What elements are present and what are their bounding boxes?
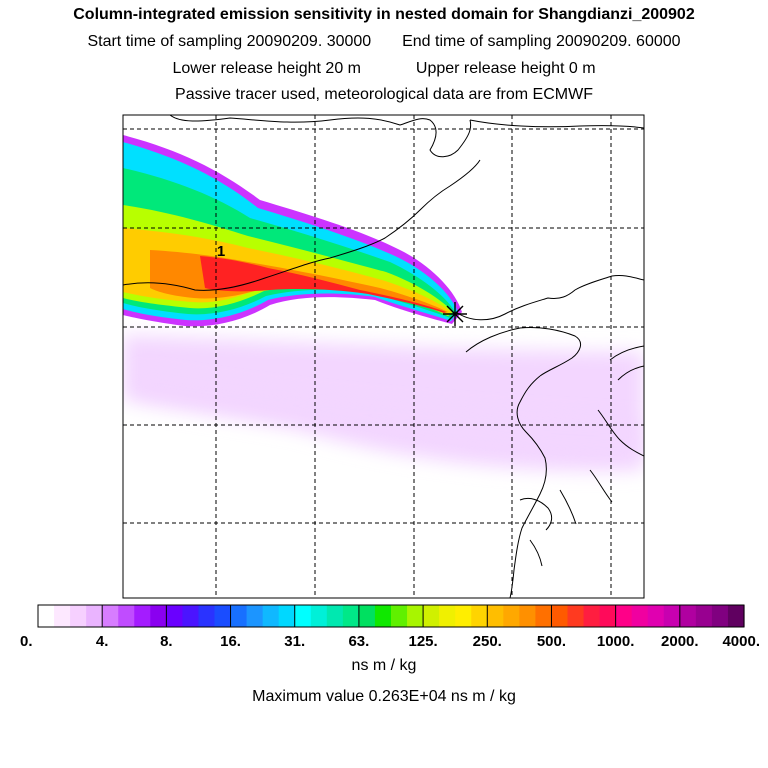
colorbar-cell <box>567 605 585 627</box>
colorbar-cell <box>455 605 472 627</box>
colorbar-cell <box>102 605 119 627</box>
colorbar-tick-label: 1000. <box>597 633 635 650</box>
colorbar-cell <box>663 605 681 627</box>
receptor-star-icon <box>443 302 467 326</box>
maximum-value-label: Maximum value 0.263E+04 ns m / kg <box>252 688 516 705</box>
colorbar-cell <box>198 605 216 627</box>
colorbar-cell <box>214 605 232 627</box>
colorbar: 0. 4. 8. 16. 31. 63. 125. 250. 500. 1000. 2000. 400… <box>20 604 760 650</box>
start-time-label: Start time of sampling 20090209. 30000 <box>87 33 372 50</box>
coast-east-islands <box>559 345 644 525</box>
colorbar-tick-label: 500. <box>537 633 566 650</box>
colorbar-tick-label: 0. <box>20 633 33 650</box>
colorbar-cell <box>391 605 408 627</box>
colorbar-cell <box>471 605 488 627</box>
colorbar-cell <box>150 605 167 627</box>
colorbar-tick-label: 2000. <box>661 633 699 650</box>
colorbar-unit-label: ns m / kg <box>351 657 417 674</box>
plume-marker-label: 1 <box>217 243 225 260</box>
colorbar-cell <box>407 605 424 627</box>
colorbar-cell <box>278 605 296 627</box>
colorbar-cell <box>583 605 601 627</box>
colorbar-cells <box>38 605 745 627</box>
colorbar-cell <box>711 605 729 627</box>
colorbar-cell <box>166 605 184 627</box>
coast-korea <box>455 275 644 321</box>
background-plume-core <box>140 372 640 455</box>
colorbar-cell <box>246 605 264 627</box>
colorbar-cell <box>230 605 248 627</box>
colorbar-cell <box>54 605 71 627</box>
colorbar-cell <box>294 605 312 627</box>
lower-release-label: Lower release height 20 m <box>172 60 361 77</box>
upper-release-label: Upper release height 0 m <box>415 60 596 77</box>
colorbar-cell <box>134 605 151 627</box>
plot-title: Column-integrated emission sensitivity i… <box>73 6 695 23</box>
colorbar-cell <box>439 605 456 627</box>
colorbar-tick-label: 250. <box>473 633 502 650</box>
plume-band-core <box>200 256 446 313</box>
colorbar-cell <box>599 605 617 627</box>
colorbar-tick-label: 16. <box>220 633 241 650</box>
colorbar-cell <box>358 605 376 627</box>
colorbar-cell <box>695 605 713 627</box>
colorbar-cell <box>631 605 649 627</box>
colorbar-cell <box>647 605 665 627</box>
sampling-times: Start time of sampling 20090209. 30000 E… <box>0 33 768 51</box>
colorbar-cell <box>38 605 55 627</box>
colorbar-tick-label: 8. <box>160 633 173 650</box>
coastlines <box>123 115 644 598</box>
plume-concentration-bands <box>123 135 462 327</box>
colorbar-cell <box>326 605 344 627</box>
border-line-east <box>469 119 644 129</box>
colorbar-tick-labels: 0. 4. 8. 16. 31. 63. 125. 250. 500. 1000. 2000. 400… <box>20 605 760 650</box>
colorbar-cell <box>487 605 504 627</box>
colorbar-cell <box>679 605 697 627</box>
border-line-mid <box>123 159 481 291</box>
colorbar-cell <box>310 605 328 627</box>
tracer-note: Passive tracer used, meteorological data… <box>175 86 593 103</box>
plume-layer <box>123 135 644 471</box>
map-gridlines <box>123 115 644 598</box>
end-time-label: End time of sampling 20090209. 60000 <box>402 33 681 50</box>
colorbar-tick-label: 4. <box>96 633 109 650</box>
colorbar-cell <box>727 605 745 627</box>
colorbar-cell <box>86 605 103 627</box>
map-frame <box>122 114 645 599</box>
colorbar-cell <box>70 605 87 627</box>
colorbar-tick-label: 125. <box>408 633 437 650</box>
border-line-north <box>169 115 472 158</box>
colorbar-cell <box>342 605 360 627</box>
coast-peninsula <box>509 375 547 598</box>
colorbar-cell <box>519 605 537 627</box>
colorbar-cell <box>374 605 392 627</box>
colorbar-tick-label: 31. <box>284 633 305 650</box>
colorbar-cell <box>423 605 440 627</box>
coast-lower <box>519 497 553 567</box>
colorbar-cell <box>503 605 520 627</box>
release-heights: Lower release height 20 m Upper release … <box>0 60 768 78</box>
coast-bay <box>465 327 582 377</box>
colorbar-cell <box>535 605 553 627</box>
colorbar-tick-label: 63. <box>348 633 369 650</box>
colorbar-cell <box>118 605 135 627</box>
colorbar-cell <box>262 605 280 627</box>
colorbar-cell <box>615 605 633 627</box>
colorbar-tick-label: 4000. <box>722 633 760 650</box>
colorbar-cell <box>182 605 200 627</box>
colorbar-cell <box>551 605 569 627</box>
